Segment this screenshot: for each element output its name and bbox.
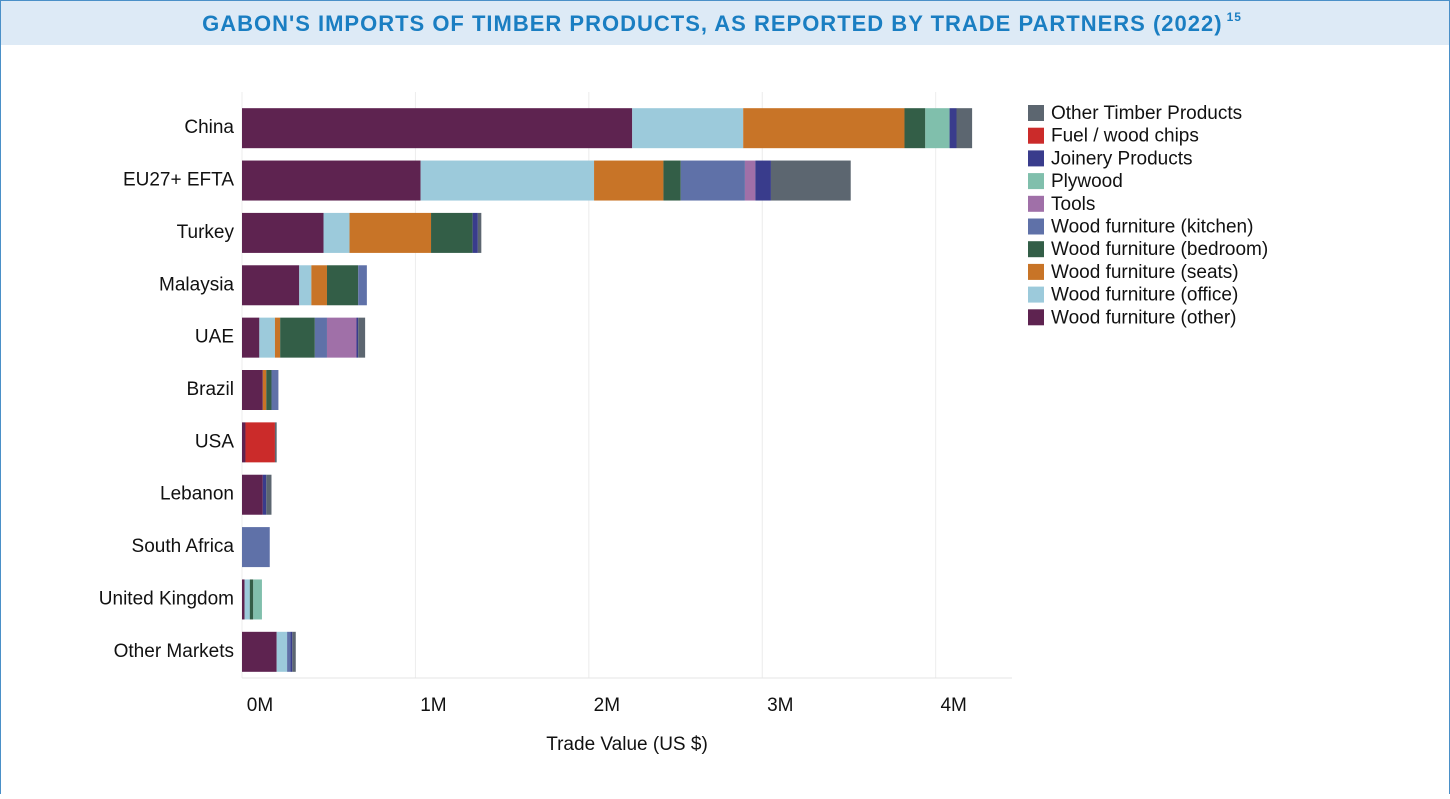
bar-segment (420, 160, 595, 201)
legend-swatch (1028, 263, 1044, 280)
y-tick-label: Brazil (186, 379, 234, 400)
bar-segment (266, 370, 272, 410)
legend-label: Wood furniture (office) (1051, 285, 1238, 306)
legend-label: Tools (1051, 194, 1095, 215)
bar-segment (249, 579, 254, 620)
y-tick-label: United Kingdom (99, 588, 234, 609)
bar-segment (274, 422, 277, 463)
bar-segment (925, 108, 950, 149)
bar-segment (326, 317, 357, 358)
legend-swatch (1028, 127, 1044, 144)
legend-label: Wood furniture (other) (1051, 307, 1237, 328)
bar-segment (326, 265, 359, 306)
bar-segment (242, 422, 246, 463)
bar-segment (472, 212, 478, 253)
legend-label: Wood furniture (bedroom) (1051, 239, 1268, 260)
y-tick-label: Lebanon (160, 484, 234, 505)
y-tick-label: Other Markets (114, 641, 234, 662)
legend-label: Other Timber Products (1051, 103, 1242, 124)
bar-segment (349, 212, 432, 253)
bar-segment (292, 631, 296, 672)
bar-segment (770, 160, 851, 201)
legend-swatch (1028, 309, 1044, 326)
bar-segment (431, 212, 473, 253)
legend-swatch (1028, 286, 1044, 303)
bar-segment (280, 317, 315, 358)
bar-segment (904, 108, 926, 149)
bar-segment (299, 265, 312, 306)
x-tick-label: 4M (940, 695, 966, 716)
bar-segment (356, 317, 359, 358)
y-tick-label: Malaysia (159, 274, 234, 295)
title-band (1, 1, 1449, 45)
bar-segment (594, 160, 664, 201)
y-tick-label: South Africa (132, 536, 235, 557)
bar-segment (245, 422, 275, 463)
bar-segment (323, 212, 350, 253)
bar-segment (358, 265, 367, 306)
bar-segment (242, 212, 324, 253)
legend-swatch (1028, 195, 1044, 212)
bar-segment (242, 265, 300, 306)
bar-segment (253, 579, 262, 620)
legend-swatch (1028, 105, 1044, 121)
bar-segment (477, 212, 482, 253)
x-tick-label: 3M (767, 695, 793, 716)
y-tick-label: EU27+ EFTA (123, 170, 234, 191)
bar-segment (242, 527, 270, 568)
bar-segment (274, 317, 281, 358)
bar-segment (956, 108, 973, 149)
chart-title: GABON'S IMPORTS OF TIMBER PRODUCTS, AS R… (202, 10, 1242, 36)
bar-segment (287, 631, 291, 672)
bar-segment (242, 474, 263, 515)
bar-segment (290, 631, 293, 672)
legend-swatch (1028, 173, 1044, 190)
bar-segment (743, 108, 905, 149)
x-tick-label: 0M (247, 695, 273, 716)
legend-swatch (1028, 241, 1044, 258)
legend-label: Wood furniture (seats) (1051, 262, 1239, 283)
bar-segment (311, 265, 327, 306)
bar-segment (262, 370, 267, 410)
x-tick-label: 1M (420, 695, 446, 716)
bar-segment (242, 317, 260, 358)
bar-segment (242, 631, 277, 672)
bar-segment (314, 317, 327, 358)
bar-segment (242, 108, 633, 149)
y-tick-label: Turkey (177, 222, 235, 243)
bar-segment (242, 160, 421, 201)
bar-segment (276, 631, 288, 672)
x-tick-label: 2M (594, 695, 620, 716)
bar-segment (271, 370, 279, 410)
bar-segment (244, 579, 250, 620)
bar-segment (755, 160, 771, 201)
legend-label: Wood furniture (kitchen) (1051, 217, 1253, 238)
bar-segment (262, 474, 267, 515)
legend-label: Joinery Products (1051, 148, 1193, 169)
bar-segment (949, 108, 957, 149)
bar-segment (663, 160, 681, 201)
legend-swatch (1028, 150, 1044, 167)
bar-segment (266, 474, 272, 515)
bar-segment (358, 317, 366, 358)
y-tick-label: China (184, 117, 234, 138)
bar-segment (744, 160, 756, 201)
bar-segment (259, 317, 275, 358)
legend-label: Plywood (1051, 171, 1123, 192)
bar-segment (632, 108, 744, 149)
bar-segment (242, 579, 245, 620)
title-text: GABON'S IMPORTS OF TIMBER PRODUCTS, AS R… (202, 11, 1222, 36)
legend-swatch (1028, 218, 1044, 235)
bar-segment (680, 160, 745, 201)
legend-label: Fuel / wood chips (1051, 126, 1199, 147)
y-tick-label: UAE (195, 327, 234, 348)
y-tick-label: USA (195, 431, 234, 452)
x-axis-label: Trade Value (US $) (546, 734, 708, 755)
bar-segment (242, 370, 263, 410)
title-note: 15 (1227, 10, 1242, 24)
